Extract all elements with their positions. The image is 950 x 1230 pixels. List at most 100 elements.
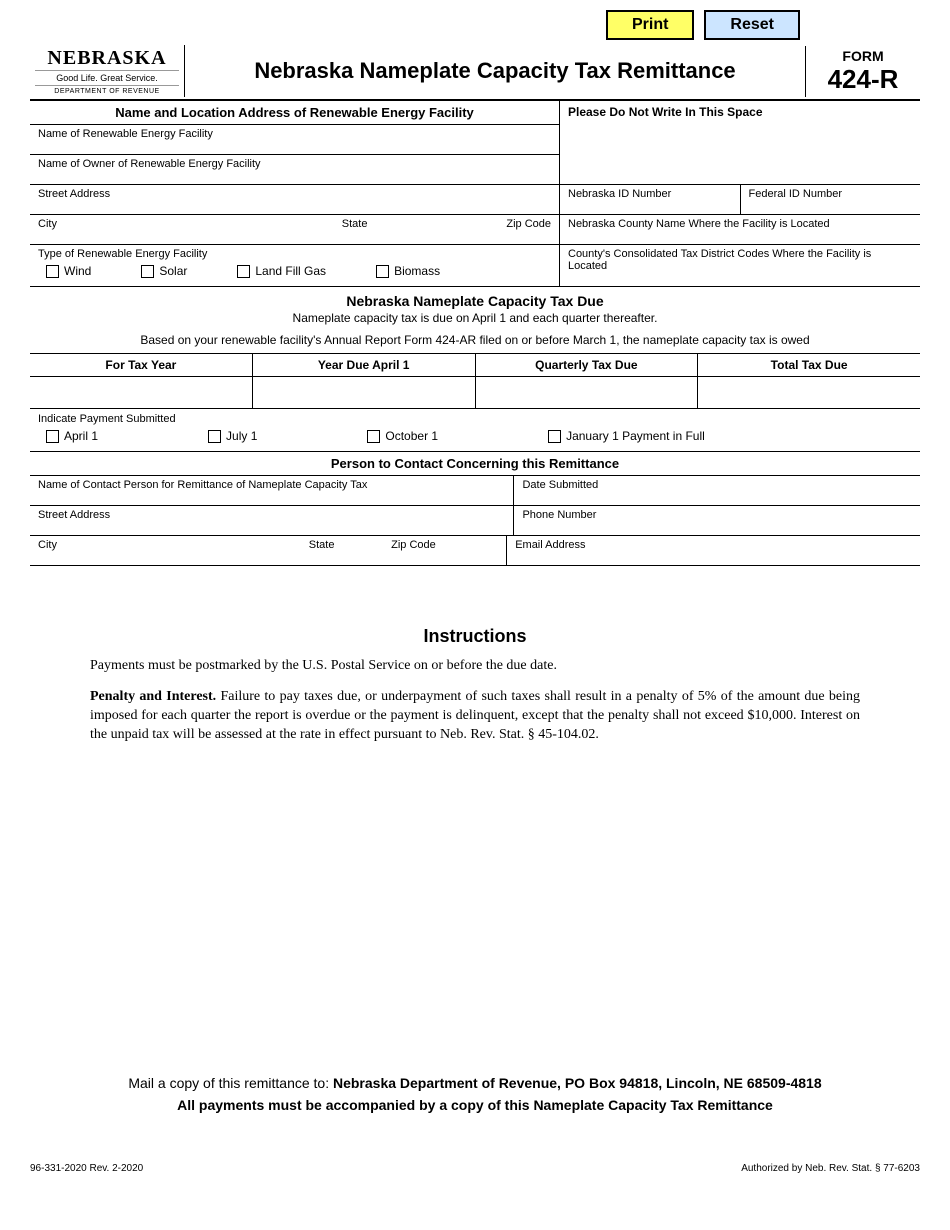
facility-name-field[interactable]: Name of Renewable Energy Facility xyxy=(30,125,559,155)
facility-type-box: Type of Renewable Energy Facility Wind S… xyxy=(30,245,560,286)
mail-prefix: Mail a copy of this remittance to: xyxy=(128,1075,333,1091)
mail-address: Nebraska Department of Revenue, PO Box 9… xyxy=(333,1075,822,1091)
oct-label: October 1 xyxy=(385,429,438,443)
footer-right: Authorized by Neb. Rev. Stat. § 77-6203 xyxy=(741,1163,920,1174)
apr-checkbox[interactable]: April 1 xyxy=(46,429,98,443)
tax-due-section: Nebraska Nameplate Capacity Tax Due Name… xyxy=(30,287,920,409)
col1-header: For Tax Year xyxy=(30,354,252,377)
county-field[interactable]: Nebraska County Name Where the Facility … xyxy=(560,215,920,244)
payment-label: Indicate Payment Submitted xyxy=(38,413,912,425)
jul-label: July 1 xyxy=(226,429,257,443)
reset-button[interactable]: Reset xyxy=(704,10,800,40)
instructions-title: Instructions xyxy=(30,626,920,647)
top-buttons: Print Reset xyxy=(30,10,920,40)
print-button[interactable]: Print xyxy=(606,10,694,40)
solar-label: Solar xyxy=(159,264,187,278)
contact-row1: Name of Contact Person for Remittance of… xyxy=(30,476,920,506)
tax-codes-box: County's Consolidated Tax District Codes… xyxy=(560,245,920,286)
jan-checkbox[interactable]: January 1 Payment in Full xyxy=(548,429,705,443)
oct-checkbox[interactable]: October 1 xyxy=(367,429,438,443)
contact-zip-field[interactable]: Zip Code xyxy=(383,536,506,565)
col3-cell[interactable] xyxy=(476,377,698,409)
checkbox-icon xyxy=(237,265,250,278)
email-field[interactable]: Email Address xyxy=(507,536,920,565)
tax-due-sub2: Based on your renewable facility's Annua… xyxy=(30,331,920,353)
fed-id-field[interactable]: Federal ID Number xyxy=(741,185,921,214)
landfill-label: Land Fill Gas xyxy=(255,264,326,278)
col3-header: Quarterly Tax Due xyxy=(476,354,698,377)
penalty-bold: Penalty and Interest. xyxy=(90,689,216,704)
col-tax-year: For Tax Year xyxy=(30,354,253,409)
contact-row2: Street Address Phone Number xyxy=(30,506,920,536)
contact-row3: City State Zip Code Email Address xyxy=(30,536,920,566)
tax-table: For Tax Year Year Due April 1 Quarterly … xyxy=(30,353,920,409)
contact-street-field[interactable]: Street Address xyxy=(30,506,514,535)
city-state-zip: City State Zip Code xyxy=(30,215,560,244)
date-submitted-field[interactable]: Date Submitted xyxy=(514,476,920,505)
street-label[interactable]: Street Address xyxy=(30,185,559,214)
address-id-row: Street Address Nebraska ID Number Federa… xyxy=(30,185,920,215)
facility-left: Name and Location Address of Renewable E… xyxy=(30,101,560,184)
jan-label: January 1 Payment in Full xyxy=(566,429,705,443)
no-write-label: Please Do Not Write In This Space xyxy=(560,101,920,123)
checkbox-icon xyxy=(46,430,59,443)
ne-id-field[interactable]: Nebraska ID Number xyxy=(560,185,741,214)
landfill-checkbox[interactable]: Land Fill Gas xyxy=(237,264,326,278)
checkbox-icon xyxy=(46,265,59,278)
owner-name-field[interactable]: Name of Owner of Renewable Energy Facili… xyxy=(30,155,559,184)
tax-codes-field[interactable]: County's Consolidated Tax District Codes… xyxy=(560,245,920,286)
col2-cell[interactable] xyxy=(253,377,475,409)
city-county-row: City State Zip Code Nebraska County Name… xyxy=(30,215,920,245)
facility-type-label: Type of Renewable Energy Facility xyxy=(30,245,559,260)
contact-state-field[interactable]: State xyxy=(260,536,383,565)
contact-csz: City State Zip Code xyxy=(30,536,507,565)
state-field[interactable]: State xyxy=(287,215,423,244)
apr-label: April 1 xyxy=(64,429,98,443)
wind-label: Wind xyxy=(64,264,91,278)
phone-field[interactable]: Phone Number xyxy=(514,506,920,535)
jul-checkbox[interactable]: July 1 xyxy=(208,429,257,443)
street-field: Street Address xyxy=(30,185,560,214)
accompany-line: All payments must be accompanied by a co… xyxy=(30,1097,920,1113)
payment-section: Indicate Payment Submitted April 1 July … xyxy=(30,409,920,452)
facility-section: Name and Location Address of Renewable E… xyxy=(30,101,920,185)
tax-due-header: Nebraska Nameplate Capacity Tax Due xyxy=(30,287,920,309)
solar-checkbox[interactable]: Solar xyxy=(141,264,187,278)
checkbox-icon xyxy=(208,430,221,443)
col1-cell[interactable] xyxy=(30,377,252,409)
form-number-box: FORM 424-R xyxy=(805,46,920,97)
checkbox-icon xyxy=(376,265,389,278)
wind-checkbox[interactable]: Wind xyxy=(46,264,91,278)
tax-due-sub1: Nameplate capacity tax is due on April 1… xyxy=(30,309,920,331)
type-taxcode-row: Type of Renewable Energy Facility Wind S… xyxy=(30,245,920,287)
id-fields: Nebraska ID Number Federal ID Number xyxy=(560,185,920,214)
logo-dept: DEPARTMENT OF REVENUE xyxy=(35,86,179,95)
instructions-p2: Penalty and Interest. Failure to pay tax… xyxy=(90,688,860,745)
biomass-label: Biomass xyxy=(394,264,440,278)
no-write-box: Please Do Not Write In This Space xyxy=(560,101,920,184)
contact-name-field[interactable]: Name of Contact Person for Remittance of… xyxy=(30,476,514,505)
contact-city-field[interactable]: City xyxy=(30,536,260,565)
county-field-box: Nebraska County Name Where the Facility … xyxy=(560,215,920,244)
logo-state: NEBRASKA xyxy=(35,47,179,70)
city-field[interactable]: City xyxy=(30,215,287,244)
footer-left: 96-331-2020 Rev. 2-2020 xyxy=(30,1163,143,1174)
mail-line: Mail a copy of this remittance to: Nebra… xyxy=(30,1075,920,1091)
form-label: FORM xyxy=(811,48,915,64)
checkbox-icon xyxy=(141,265,154,278)
col4-header: Total Tax Due xyxy=(698,354,920,377)
col2-header: Year Due April 1 xyxy=(253,354,475,377)
biomass-checkbox[interactable]: Biomass xyxy=(376,264,440,278)
facility-header: Name and Location Address of Renewable E… xyxy=(30,101,559,125)
logo-tagline: Good Life. Great Service. xyxy=(35,70,179,86)
footer: 96-331-2020 Rev. 2-2020 Authorized by Ne… xyxy=(30,1163,920,1174)
form-header: NEBRASKA Good Life. Great Service. DEPAR… xyxy=(30,45,920,101)
col-year-due: Year Due April 1 xyxy=(253,354,476,409)
col4-cell[interactable] xyxy=(698,377,920,409)
form-title: Nebraska Nameplate Capacity Tax Remittan… xyxy=(185,48,805,94)
instructions-p1: Payments must be postmarked by the U.S. … xyxy=(90,657,860,676)
checkbox-icon xyxy=(367,430,380,443)
checkbox-icon xyxy=(548,430,561,443)
col-quarterly: Quarterly Tax Due xyxy=(476,354,699,409)
zip-field[interactable]: Zip Code xyxy=(423,215,559,244)
